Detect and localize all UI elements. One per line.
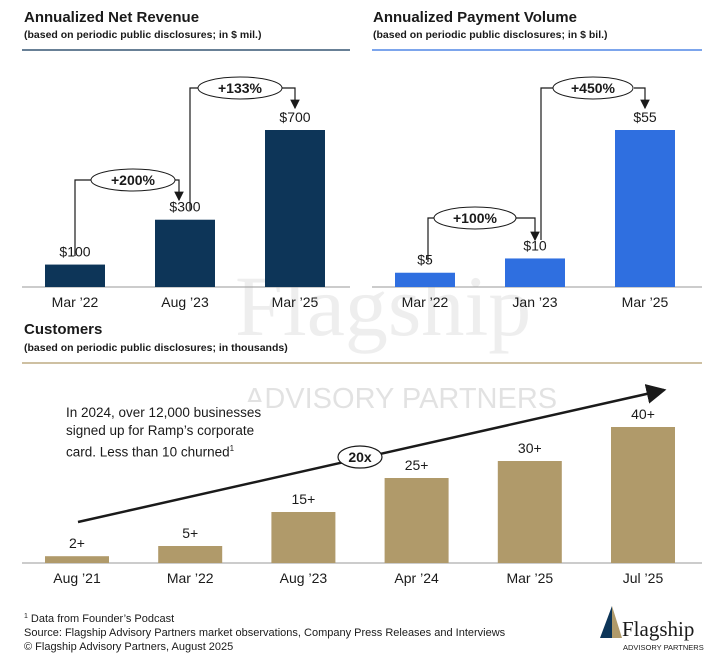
bar [265,130,325,287]
source: Source: Flagship Advisory Partners marke… [24,627,506,639]
x-tick-label: Mar ’22 [52,294,99,310]
value-label: 30+ [518,440,542,456]
footnote: 1 Data from Founder’s Podcast [24,613,174,625]
x-tick-label: Apr ’24 [394,570,439,586]
logo-tagline: ADVISORY PARTNERS [623,643,704,652]
chart-title: Customers [24,321,102,338]
value-label: 5+ [182,525,198,541]
x-tick-label: Jan ’23 [512,294,557,310]
bar [155,219,215,287]
x-tick-label: Aug ’21 [53,570,101,586]
value-label: $100 [59,244,90,260]
annotation-bubble [337,445,383,469]
bar [384,478,449,563]
x-tick-label: Jul ’25 [623,570,664,586]
chart-subtitle: (based on periodic public disclosures; i… [24,342,288,354]
callout-note: 1 [229,444,235,453]
logo-icon [600,606,622,638]
chart-title: Annualized Net Revenue [24,9,199,26]
annotation-bubble [90,168,176,192]
callout: In 2024, over 12,000 businesses signed u… [62,402,266,464]
bar [611,427,675,563]
annotation-bubble [197,76,283,100]
x-tick-label: Mar ’25 [506,570,553,586]
value-label: $5 [417,252,433,268]
annotation: +100% [453,210,498,226]
x-tick-label: Mar ’22 [402,294,449,310]
bar [505,258,565,287]
x-tick-label: Mar ’22 [167,570,214,586]
annotation-bubble [552,76,634,100]
annotation: +133% [218,80,263,96]
bar [271,512,336,563]
x-tick-label: Mar ’25 [622,294,669,310]
connectors [74,87,650,262]
footnote-text: Data from Founder’s Podcast [31,613,174,625]
annotation: +450% [571,80,616,96]
value-label: 15+ [292,491,316,507]
annotation-bubble [433,206,517,230]
logo-name: Flagship [622,617,694,641]
annotation: 20x [348,449,372,465]
callout-text: In 2024, over 12,000 businesses signed u… [66,405,262,460]
annotation: +200% [111,172,156,188]
bar [615,130,675,287]
bar [45,264,105,287]
bar [45,556,109,563]
chart-subtitle: (based on periodic public disclosures; i… [24,29,261,41]
value-label: $10 [523,237,547,253]
value-label: 2+ [69,535,85,551]
x-tick-label: Aug ’23 [161,294,209,310]
value-label: $300 [169,199,200,215]
value-label: 25+ [405,457,429,473]
footnote-marker: 1 [24,613,28,620]
x-tick-label: Mar ’25 [272,294,319,310]
value-label: $700 [279,109,310,125]
bar [395,272,455,287]
copyright: © Flagship Advisory Partners, August 202… [24,641,233,653]
value-label: $55 [633,109,657,125]
bar [158,546,223,563]
chart-subtitle: (based on periodic public disclosures; i… [373,29,608,41]
value-label: 40+ [631,406,655,422]
x-tick-label: Aug ’23 [280,570,328,586]
chart-title: Annualized Payment Volume [373,9,577,26]
watermark-tagline: ADVISORY PARTNERS [245,383,557,415]
bar [497,461,562,563]
